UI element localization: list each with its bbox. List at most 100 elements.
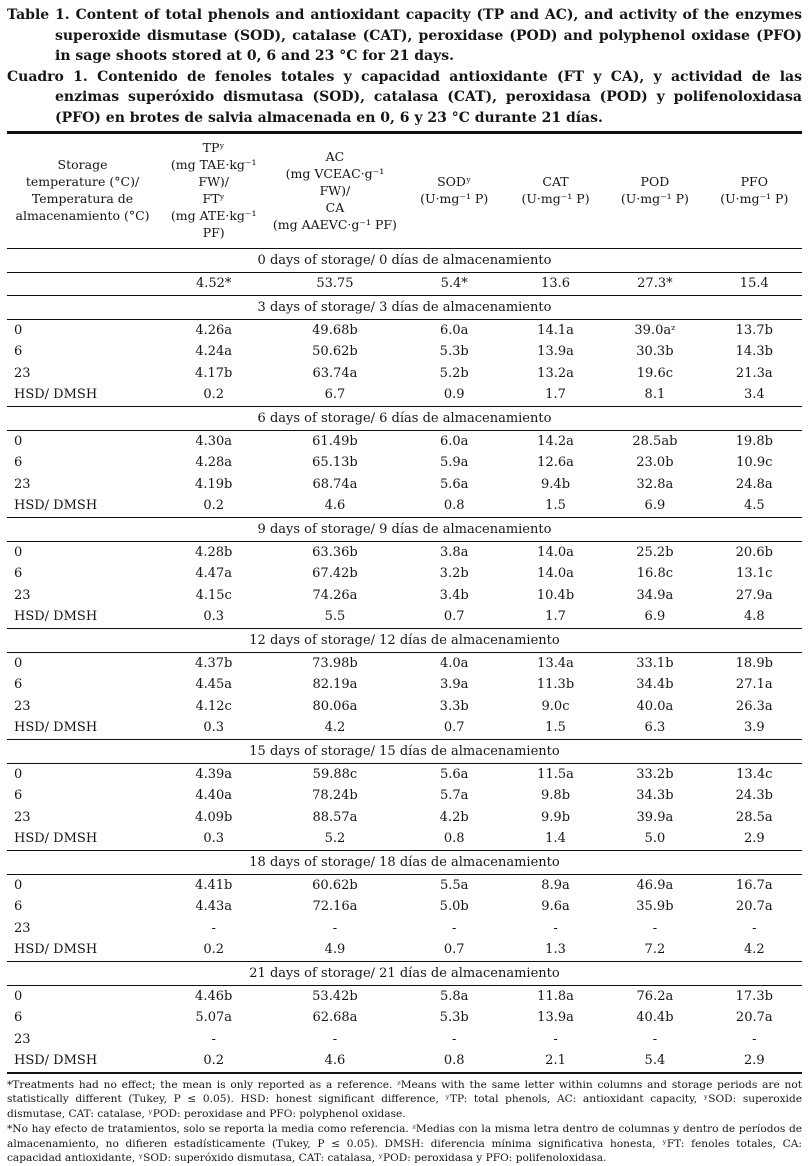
column-header-line: TPʸ bbox=[158, 139, 269, 156]
column-header-line: (mg ATE·kg⁻¹ PF) bbox=[158, 207, 269, 241]
value-cell: 10.4b bbox=[508, 585, 603, 607]
section-header-row: 3 days of storage/ 3 días de almacenamie… bbox=[7, 295, 802, 319]
section-header-row: 6 days of storage/ 6 días de almacenamie… bbox=[7, 406, 802, 430]
value-cell: 5.4* bbox=[401, 273, 508, 296]
value-cell: 1.7 bbox=[508, 384, 603, 406]
value-cell: 4.5 bbox=[707, 495, 802, 517]
value-cell: 6.0a bbox=[401, 319, 508, 341]
value-cell: 1.4 bbox=[508, 828, 603, 850]
column-header-pod: POD(U·mg⁻¹ P) bbox=[603, 133, 706, 249]
value-cell: 13.4c bbox=[707, 763, 802, 785]
value-cell: - bbox=[508, 1029, 603, 1051]
value-cell: 4.43a bbox=[158, 896, 269, 918]
column-header-line: AC bbox=[269, 148, 400, 165]
table-row: 23------ bbox=[7, 918, 802, 940]
value-cell: 0.8 bbox=[401, 1050, 508, 1073]
value-cell: 4.0a bbox=[401, 652, 508, 674]
row-label: 23 bbox=[7, 585, 158, 607]
column-header-line: PFO bbox=[707, 173, 802, 190]
value-cell: 5.4 bbox=[603, 1050, 706, 1073]
column-header-line: CA bbox=[269, 199, 400, 216]
value-cell: 0.9 bbox=[401, 384, 508, 406]
section-header: 6 days of storage/ 6 días de almacenamie… bbox=[7, 406, 802, 430]
value-cell: 26.3a bbox=[707, 696, 802, 718]
value-cell: 5.6a bbox=[401, 474, 508, 496]
value-cell: 4.2 bbox=[707, 939, 802, 961]
value-cell: 19.6c bbox=[603, 363, 706, 385]
value-cell: 8.1 bbox=[603, 384, 706, 406]
row-label: HSD/ DMSH bbox=[7, 495, 158, 517]
table-row: 23------ bbox=[7, 1029, 802, 1051]
value-cell: 6.7 bbox=[269, 384, 400, 406]
value-cell: 0.3 bbox=[158, 828, 269, 850]
section-header: 15 days of storage/ 15 días de almacenam… bbox=[7, 739, 802, 763]
value-cell: 60.62b bbox=[269, 874, 400, 896]
value-cell: 16.8c bbox=[603, 563, 706, 585]
value-cell: 82.19a bbox=[269, 674, 400, 696]
value-cell: 4.15c bbox=[158, 585, 269, 607]
value-cell: 13.9a bbox=[508, 1007, 603, 1029]
value-cell: 5.3b bbox=[401, 341, 508, 363]
caption-spanish: Cuadro 1. Contenido de fenoles totales y… bbox=[7, 67, 802, 129]
section-header: 12 days of storage/ 12 días de almacenam… bbox=[7, 628, 802, 652]
value-cell: 25.2b bbox=[603, 541, 706, 563]
value-cell: 24.3b bbox=[707, 785, 802, 807]
value-cell: - bbox=[603, 918, 706, 940]
value-cell: 14.0a bbox=[508, 563, 603, 585]
value-cell: 4.2 bbox=[269, 717, 400, 739]
value-cell: 40.4b bbox=[603, 1007, 706, 1029]
column-header-line: Temperatura de bbox=[7, 190, 158, 207]
value-cell: 4.09b bbox=[158, 807, 269, 829]
row-label: 0 bbox=[7, 541, 158, 563]
value-cell: 3.9 bbox=[707, 717, 802, 739]
table-captions: Table 1. Content of total phenols and an… bbox=[7, 5, 802, 128]
row-label: 6 bbox=[7, 1007, 158, 1029]
row-label: 23 bbox=[7, 363, 158, 385]
value-cell: 11.8a bbox=[508, 985, 603, 1007]
value-cell: 13.4a bbox=[508, 652, 603, 674]
value-cell: 40.0a bbox=[603, 696, 706, 718]
value-cell: 28.5ab bbox=[603, 430, 706, 452]
value-cell: 73.98b bbox=[269, 652, 400, 674]
column-header-line: almacenamiento (°C) bbox=[7, 207, 158, 224]
value-cell: 5.0b bbox=[401, 896, 508, 918]
value-cell: - bbox=[269, 918, 400, 940]
column-header-line: SODʸ bbox=[401, 173, 508, 190]
column-header-line: (U·mg⁻¹ P) bbox=[603, 190, 706, 207]
footnotes: *Treatments had no effect; the mean is o… bbox=[7, 1078, 802, 1166]
row-label: HSD/ DMSH bbox=[7, 384, 158, 406]
value-cell: 63.36b bbox=[269, 541, 400, 563]
row-label: 0 bbox=[7, 652, 158, 674]
value-cell: 9.4b bbox=[508, 474, 603, 496]
value-cell: 8.9a bbox=[508, 874, 603, 896]
column-header-line: FTʸ bbox=[158, 190, 269, 207]
row-label: HSD/ DMSH bbox=[7, 717, 158, 739]
row-label: 6 bbox=[7, 563, 158, 585]
value-cell: 0.2 bbox=[158, 939, 269, 961]
value-cell: 16.7a bbox=[707, 874, 802, 896]
value-cell: 4.26a bbox=[158, 319, 269, 341]
value-cell: 1.7 bbox=[508, 606, 603, 628]
value-cell: 5.2 bbox=[269, 828, 400, 850]
value-cell: 4.46b bbox=[158, 985, 269, 1007]
value-cell: 27.1a bbox=[707, 674, 802, 696]
value-cell: 0.3 bbox=[158, 717, 269, 739]
value-cell: 67.42b bbox=[269, 563, 400, 585]
row-label: HSD/ DMSH bbox=[7, 606, 158, 628]
table-body: 0 days of storage/ 0 días de almacenamie… bbox=[7, 249, 802, 1073]
value-cell: 33.1b bbox=[603, 652, 706, 674]
value-cell: 20.6b bbox=[707, 541, 802, 563]
value-cell: 65.13b bbox=[269, 452, 400, 474]
value-cell: 1.5 bbox=[508, 717, 603, 739]
column-header-line: Storage bbox=[7, 156, 158, 173]
